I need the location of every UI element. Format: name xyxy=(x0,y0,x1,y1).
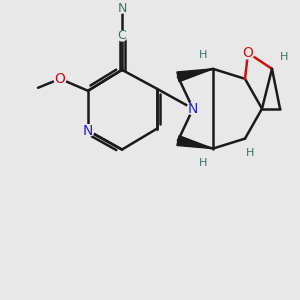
Text: N: N xyxy=(117,2,127,15)
Polygon shape xyxy=(177,69,213,82)
Circle shape xyxy=(117,3,127,13)
Text: O: O xyxy=(55,72,65,86)
Text: O: O xyxy=(243,46,254,60)
Text: N: N xyxy=(188,102,198,116)
Circle shape xyxy=(54,73,66,85)
Text: C: C xyxy=(118,29,126,43)
Circle shape xyxy=(82,125,94,136)
Text: H: H xyxy=(280,52,288,62)
Polygon shape xyxy=(177,136,213,148)
Circle shape xyxy=(117,31,127,41)
Text: N: N xyxy=(83,124,93,138)
Circle shape xyxy=(187,103,199,115)
Text: H: H xyxy=(199,50,207,60)
Text: H: H xyxy=(246,148,254,158)
Circle shape xyxy=(242,47,254,59)
Text: H: H xyxy=(199,158,207,167)
